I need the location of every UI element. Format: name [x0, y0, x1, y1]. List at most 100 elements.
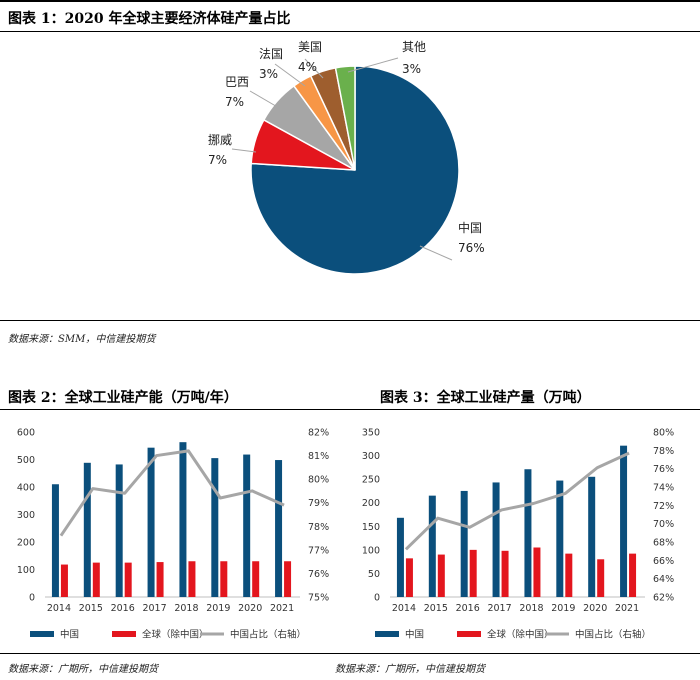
figure23-title-rule — [0, 409, 700, 410]
figure2-source: 数据来源：广期所，中信建投期货 — [8, 664, 158, 675]
capacity-bar-china — [243, 454, 251, 597]
output-chart: 0 50 100 150 200 250 300 350 62% 64% 66% 68% 70% 72% 7… — [362, 428, 674, 641]
pie-slice-1 — [250, 65, 460, 275]
pie-leader-line — [274, 63, 306, 87]
capacity-y2tick-label: 80% — [308, 475, 329, 486]
output-ytick-label: 300 — [362, 451, 380, 462]
capacity-xtick-label: 2017 — [142, 603, 166, 614]
figure3-source: 数据来源：广期所，中信建投期货 — [335, 664, 485, 675]
output-y2tick-label: 78% — [653, 446, 674, 457]
output-bar-china — [556, 480, 564, 597]
capacity-ytick-label: 0 — [29, 593, 35, 604]
capacity-legend-label-1: 中国 — [60, 629, 79, 641]
output-xtick-label: 2020 — [583, 603, 607, 614]
pie-slice-label: 76% — [458, 241, 485, 255]
figure1-source: 数据来源：SMM，中信建投期货 — [8, 334, 156, 345]
output-bar-global — [405, 558, 413, 597]
capacity-legend-label-2: 全球（除中国） — [142, 629, 209, 641]
output-ytick-label: 100 — [362, 545, 380, 556]
output-bar-china — [396, 517, 404, 597]
figure1-bottom-rule — [0, 320, 700, 321]
output-xtick-label: 2021 — [615, 603, 639, 614]
output-xtick-label: 2017 — [487, 603, 511, 614]
capacity-ytick-label: 600 — [17, 428, 35, 439]
output-y2tick-label: 62% — [653, 593, 674, 604]
output-legend-label-2: 全球（除中国） — [487, 629, 554, 641]
capacity-y2tick-label: 75% — [308, 593, 329, 604]
output-ytick-label: 50 — [368, 569, 380, 580]
capacity-bar-global — [124, 562, 132, 597]
capacity-bar-china — [179, 442, 187, 597]
capacity-legend-label-3: 中国占比（右轴） — [230, 629, 306, 641]
output-legend-label-3: 中国占比（右轴） — [575, 629, 651, 641]
output-bar-global — [565, 553, 573, 597]
pie-chart: 中国 76% 挪威 7% 巴西 7% 法国 3% 美国 4% 其他 3% — [208, 40, 485, 275]
capacity-bar-china — [147, 447, 155, 597]
output-bar-china — [428, 495, 436, 597]
output-bar-global — [629, 553, 637, 597]
capacity-bar-global — [220, 561, 228, 597]
pie-slice-label: 3% — [402, 62, 421, 76]
output-ytick-label: 350 — [362, 428, 380, 439]
pie-slice-6 — [334, 65, 356, 171]
pie-leader-line — [304, 58, 324, 79]
capacity-bar-global — [156, 562, 164, 597]
pie-slice-name: 巴西 — [225, 75, 249, 89]
capacity-legend-swatch-1 — [30, 631, 54, 637]
output-legend-swatch-2 — [457, 631, 481, 637]
output-xtick-label: 2019 — [551, 603, 575, 614]
output-y2tick-label: 70% — [653, 519, 674, 530]
pie-leader-line — [231, 148, 257, 153]
output-y2tick-label: 76% — [653, 464, 674, 475]
output-y2tick-label: 72% — [653, 501, 674, 512]
output-bar-global — [501, 550, 509, 597]
capacity-ytick-label: 300 — [17, 510, 35, 521]
pie-slice-name: 法国 — [259, 47, 283, 61]
capacity-bar-global — [92, 562, 100, 597]
capacity-bar-china — [211, 458, 219, 597]
capacity-ytick-label: 100 — [17, 565, 35, 576]
pie-slice-name: 其他 — [402, 40, 426, 54]
capacity-y2tick-label: 76% — [308, 569, 329, 580]
output-y2tick-label: 74% — [653, 483, 674, 494]
output-y2tick-label: 66% — [653, 556, 674, 567]
capacity-xtick-label: 2021 — [270, 603, 294, 614]
top-rule — [0, 0, 700, 2]
capacity-bar-global — [284, 561, 292, 597]
capacity-ytick-label: 400 — [17, 483, 35, 494]
capacity-xtick-label: 2020 — [238, 603, 262, 614]
pie-slice-label: 7% — [225, 95, 244, 109]
figure2-title: 图表 2：全球工业硅产能（万吨/年） — [8, 390, 238, 406]
pie-slice-name: 中国 — [458, 220, 482, 235]
output-bar-global — [597, 559, 605, 597]
figure23-bottom-rule — [0, 653, 700, 654]
output-y2tick-label: 80% — [653, 428, 674, 439]
output-bar-global — [437, 554, 445, 597]
output-y2tick-label: 68% — [653, 538, 674, 549]
output-ytick-label: 150 — [362, 522, 380, 533]
pie-slice-label: 4% — [298, 60, 317, 74]
capacity-y2tick-label: 78% — [308, 522, 329, 533]
output-bar-china — [492, 482, 500, 597]
pie-slice-name: 挪威 — [208, 133, 232, 147]
pie-leader-line — [347, 57, 399, 73]
capacity-xtick-label: 2019 — [206, 603, 230, 614]
output-bar-china — [524, 469, 532, 597]
output-line-share — [404, 451, 630, 551]
figure3-title: 图表 3：全球工业硅产量（万吨） — [380, 390, 591, 406]
output-y2tick-label: 64% — [653, 574, 674, 585]
capacity-xtick-label: 2014 — [47, 603, 71, 614]
output-bar-global — [469, 549, 477, 597]
figure1-title-rule — [0, 31, 700, 32]
output-ytick-label: 200 — [362, 498, 380, 509]
capacity-bar-global — [60, 564, 68, 597]
capacity-xtick-label: 2016 — [111, 603, 135, 614]
capacity-ytick-label: 200 — [17, 538, 35, 549]
pie-leader-line — [249, 90, 287, 113]
capacity-line-share — [59, 449, 285, 537]
capacity-bar-global — [188, 561, 196, 597]
output-xtick-label: 2016 — [456, 603, 480, 614]
capacity-bar-china — [83, 462, 91, 597]
output-bar-china — [588, 476, 596, 597]
capacity-xtick-label: 2015 — [79, 603, 103, 614]
